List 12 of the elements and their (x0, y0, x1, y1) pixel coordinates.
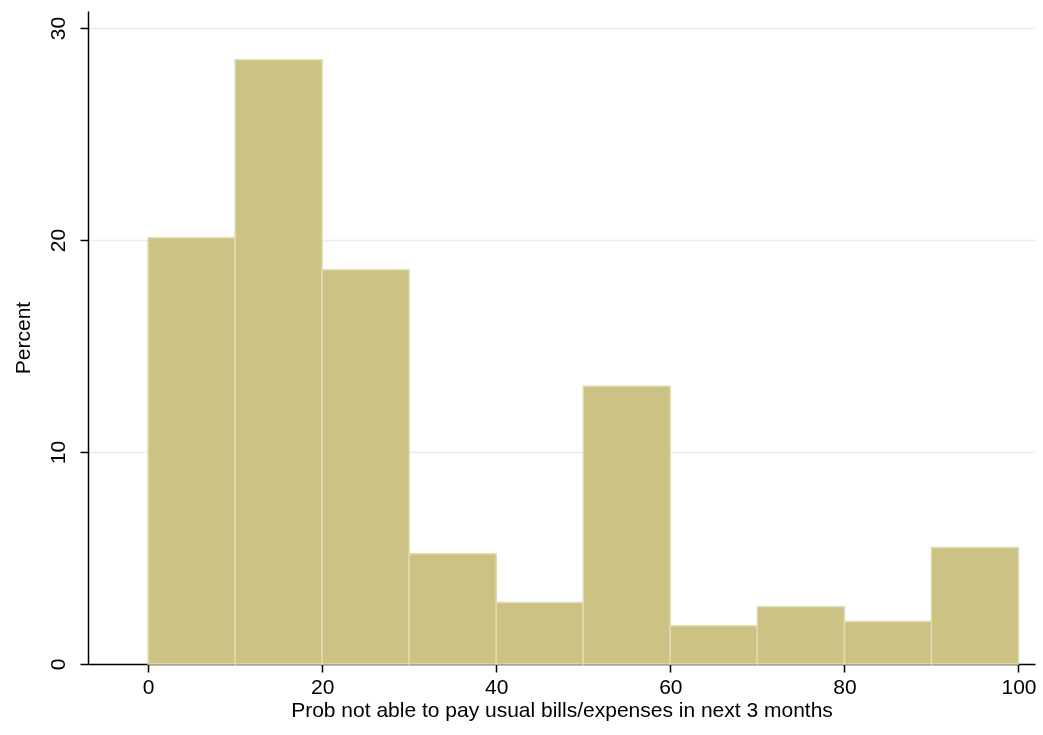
y-axis-title: Percent (10, 301, 34, 375)
y-tick-label: 20 (45, 228, 69, 253)
x-tick-label: 20 (310, 674, 335, 698)
y-tick-label: 30 (45, 16, 69, 41)
x-tick-label: 40 (485, 674, 509, 698)
y-tick-label: 10 (45, 440, 69, 465)
x-tick-label: 100 (1001, 674, 1037, 698)
x-tick-label: 80 (833, 674, 857, 698)
x-tick-label: 60 (659, 674, 683, 698)
y-tick-label: 0 (45, 658, 69, 671)
x-tick-label: 0 (142, 674, 155, 698)
x-axis-title: Prob not able to pay usual bills/expenses in next 3 months (291, 697, 833, 721)
